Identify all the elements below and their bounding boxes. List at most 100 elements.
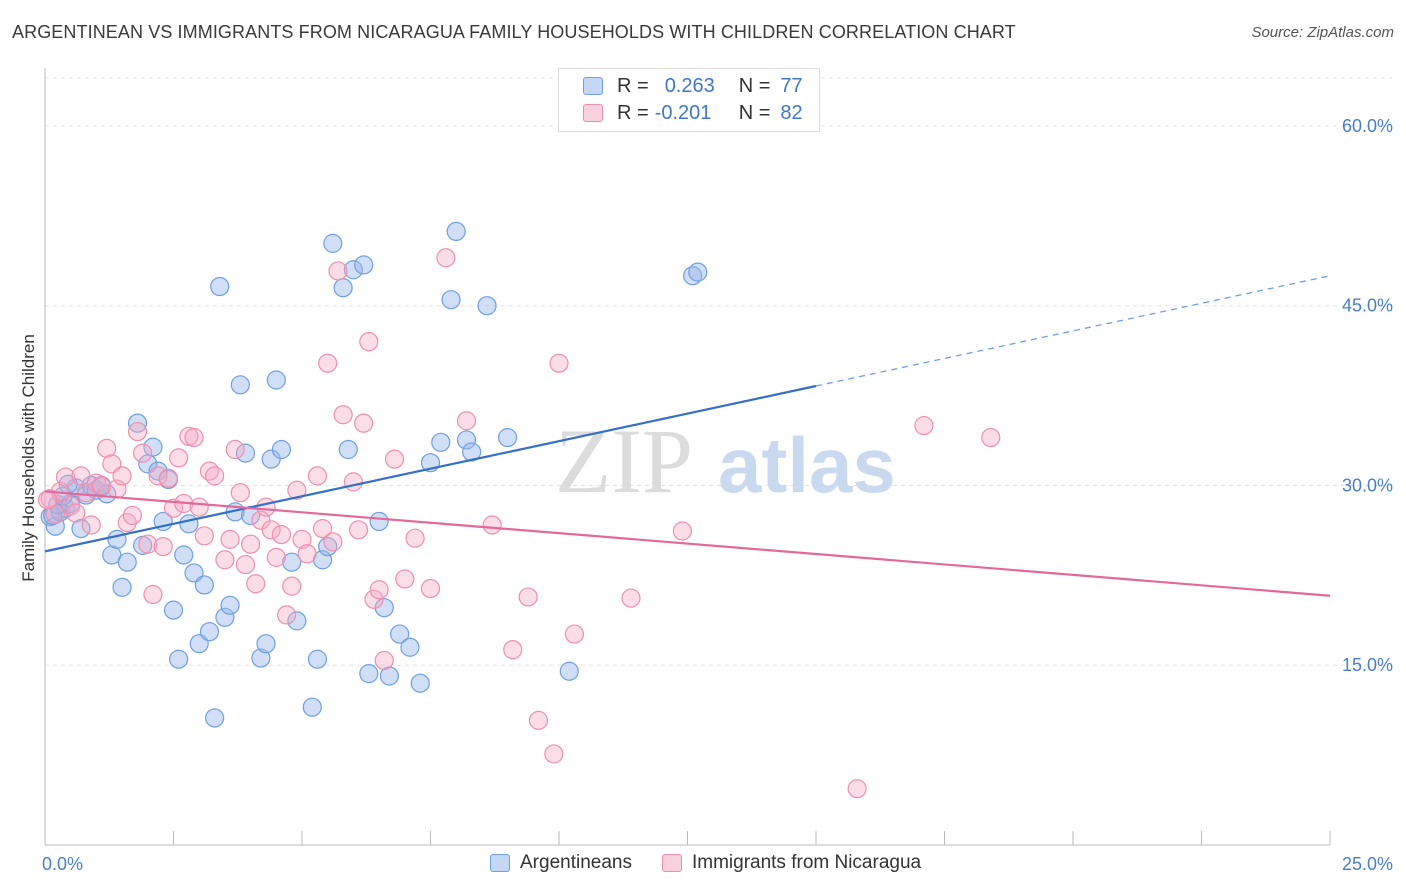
data-point — [112, 577, 132, 597]
data-point — [282, 576, 302, 596]
data-point — [369, 511, 389, 532]
data-point — [71, 519, 91, 539]
data-point — [205, 708, 225, 728]
legend-r-value: 0.263 — [664, 74, 715, 97]
data-point — [333, 278, 353, 298]
data-point — [456, 430, 477, 450]
data-point — [498, 427, 518, 448]
legend-r-value: -0.201 — [654, 101, 712, 124]
data-point — [205, 466, 225, 486]
legend-n-label: N = — [738, 101, 771, 124]
chart-title: ARGENTINEAN VS IMMIGRANTS FROM NICARAGUA… — [12, 22, 1016, 42]
legend-label: Argentineans — [520, 852, 632, 873]
data-point — [81, 515, 101, 535]
data-point — [318, 353, 338, 373]
series-legend: Argentineans Immigrants from Nicaragua — [490, 852, 951, 874]
data-point — [482, 515, 502, 535]
data-point — [97, 438, 117, 458]
y-tick-label: 30.0% — [1342, 475, 1393, 495]
data-point — [102, 545, 122, 565]
data-point — [266, 370, 286, 390]
data-point — [528, 710, 549, 730]
data-point — [390, 624, 410, 644]
data-point — [914, 415, 934, 436]
data-point — [210, 276, 230, 297]
data-point — [86, 473, 107, 493]
legend-swatch-pink — [661, 854, 682, 872]
legend-n-value: 82 — [780, 101, 803, 124]
data-point — [261, 520, 281, 540]
data-point — [184, 427, 204, 448]
data-point — [564, 624, 585, 644]
data-point — [400, 637, 420, 657]
data-point — [307, 466, 328, 486]
data-point — [194, 575, 214, 595]
data-point — [189, 497, 209, 517]
data-point — [441, 290, 461, 310]
data-point — [266, 547, 286, 567]
data-point — [163, 600, 184, 620]
x-tick-label: 25.0% — [1342, 854, 1393, 874]
trend-line-argentineans-extension — [815, 275, 1331, 387]
data-point — [261, 449, 281, 469]
data-point — [235, 554, 256, 575]
data-point — [359, 332, 379, 352]
data-point — [215, 550, 235, 570]
data-point — [364, 589, 384, 609]
data-point — [333, 405, 353, 425]
data-point — [395, 569, 415, 589]
data-point — [379, 666, 399, 686]
data-point — [544, 744, 564, 764]
data-point — [55, 467, 76, 487]
data-point — [559, 661, 579, 681]
legend-r-label: R = — [617, 101, 649, 124]
data-point — [220, 529, 240, 549]
data-point — [446, 221, 466, 241]
data-point — [287, 611, 307, 631]
data-point — [981, 427, 1001, 448]
trend-lines — [44, 275, 1331, 597]
data-point — [369, 580, 389, 600]
data-point — [251, 648, 271, 668]
gridlines — [45, 77, 1392, 666]
data-point — [143, 584, 163, 605]
data-point — [456, 411, 477, 431]
data-point — [672, 521, 692, 541]
data-point — [297, 544, 317, 564]
trend-line-nicaragua — [44, 490, 1331, 597]
data-point — [256, 497, 276, 517]
y-tick-label: 15.0% — [1342, 655, 1393, 675]
data-point — [215, 607, 235, 627]
data-point — [174, 545, 194, 565]
data-point — [348, 520, 369, 540]
data-point — [847, 779, 867, 799]
data-point — [143, 437, 163, 457]
data-point — [225, 439, 245, 460]
data-point — [307, 649, 328, 669]
data-point — [384, 449, 405, 469]
watermark-zip: ZIP — [555, 410, 693, 512]
data-point — [410, 673, 430, 693]
data-point — [343, 472, 363, 492]
data-point — [271, 439, 292, 460]
legend-n-label: N = — [738, 74, 771, 97]
data-point — [503, 640, 523, 660]
legend-swatch-blue — [583, 77, 603, 95]
data-point — [199, 622, 220, 642]
data-point — [343, 260, 363, 280]
correlation-legend: R = 0.263 N = 77 R = -0.201 N = 82 — [558, 68, 820, 132]
data-point — [117, 552, 137, 572]
data-point — [354, 413, 374, 433]
axes — [44, 68, 1331, 846]
data-point — [127, 413, 148, 433]
data-point — [163, 498, 184, 518]
data-point — [241, 534, 261, 554]
data-point — [230, 483, 250, 503]
data-point — [477, 296, 497, 316]
data-point — [246, 574, 266, 594]
data-point — [169, 448, 189, 468]
data-point — [271, 525, 292, 545]
data-point — [374, 650, 394, 671]
data-point — [169, 649, 189, 669]
legend-swatch-blue — [490, 854, 510, 872]
